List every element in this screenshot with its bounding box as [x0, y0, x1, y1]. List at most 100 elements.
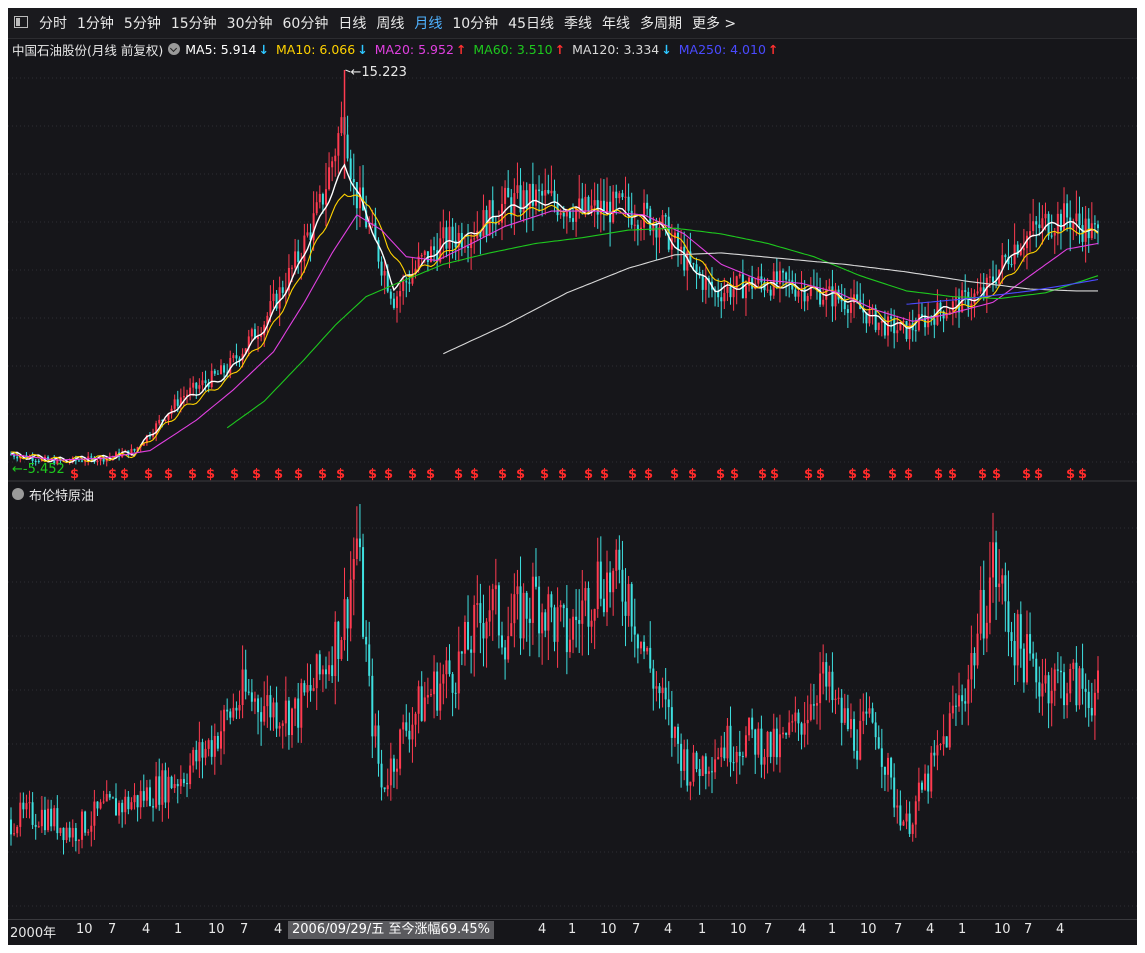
- dividend-marker: $: [848, 467, 857, 482]
- sub-candle-body: [266, 695, 269, 707]
- sub-candle-body: [652, 668, 655, 689]
- sub-candle-body: [1010, 632, 1013, 642]
- sub-candle-body: [189, 765, 192, 785]
- x-tick: 4: [926, 922, 935, 937]
- candle-body: [232, 355, 235, 358]
- sub-candle-body: [760, 728, 763, 765]
- tab-11[interactable]: 季线: [563, 16, 592, 32]
- sub-candle-body: [927, 773, 930, 792]
- sub-candle-body: [334, 621, 337, 677]
- max-annotation: ←15.223: [351, 65, 407, 80]
- sub-candle-body: [559, 604, 562, 608]
- candle-body: [732, 288, 735, 298]
- sub-candle-body: [701, 756, 704, 777]
- ma-label-2: MA20: 5.952: [374, 41, 454, 57]
- dividend-marker: $: [716, 467, 725, 482]
- sub-candle-body: [707, 771, 710, 774]
- tab-3[interactable]: 15分钟: [170, 16, 217, 32]
- sub-candle-body: [77, 839, 80, 842]
- tab-6[interactable]: 日线: [338, 16, 367, 32]
- candle-body: [825, 288, 828, 300]
- candle-body: [602, 200, 605, 213]
- sub-candle-body: [871, 708, 874, 723]
- tab-2[interactable]: 5分钟: [123, 16, 161, 32]
- candle-body: [454, 240, 457, 248]
- candle-body: [590, 205, 593, 212]
- candle-body: [652, 223, 655, 232]
- tab-12[interactable]: 年线: [601, 16, 630, 32]
- ma-label-5: MA250: 4.010: [678, 41, 766, 57]
- candle-body: [1072, 221, 1075, 229]
- tab-14[interactable]: 更多 >: [691, 16, 737, 32]
- sub-candle-body: [677, 726, 680, 744]
- ma-line-ma60: [226, 227, 1099, 429]
- candle-body: [429, 246, 432, 263]
- tab-4[interactable]: 30分钟: [226, 16, 273, 32]
- candle-body: [806, 295, 809, 302]
- sub-candle-body: [887, 757, 890, 775]
- candle-body: [893, 318, 896, 334]
- sub-candle-body: [145, 787, 148, 801]
- candle-body: [782, 270, 785, 273]
- sub-candle-body: [102, 801, 105, 803]
- tab-7[interactable]: 周线: [376, 16, 405, 32]
- candle-body: [1087, 218, 1090, 239]
- sub-candle-body: [473, 604, 476, 653]
- sub-candle-body: [349, 579, 352, 629]
- candle-body: [831, 286, 834, 307]
- candle-body: [1007, 257, 1010, 265]
- candle-body: [324, 189, 327, 205]
- ma-legend-0: MA5: 5.914 ↓: [185, 42, 269, 57]
- tab-9[interactable]: 10分钟: [452, 16, 499, 32]
- candle-body: [547, 190, 550, 194]
- tab-13[interactable]: 多周期: [639, 16, 682, 32]
- sub-candle-body: [488, 610, 491, 622]
- candle-body: [34, 460, 37, 462]
- sub-candle-body: [609, 572, 612, 593]
- sub-candle-body: [114, 798, 117, 816]
- sub-candle-body: [865, 711, 868, 714]
- ma-values: MA5: 5.914 ↓ MA10: 6.066 ↓ MA20: 5.952 ↑ MA60:…: [185, 42, 785, 57]
- sub-candle-body: [809, 704, 812, 720]
- candle-body: [578, 198, 581, 209]
- sub-candle-body: [216, 735, 219, 749]
- tab-10[interactable]: 45日线: [508, 16, 554, 32]
- tab-8[interactable]: 月线: [414, 16, 443, 32]
- candle-body: [186, 394, 189, 397]
- tab-1[interactable]: 1分钟: [77, 16, 114, 32]
- tab-5[interactable]: 60分钟: [282, 16, 329, 32]
- sub-candle-body: [880, 748, 883, 767]
- dividend-marker: $: [670, 467, 679, 482]
- arrow-down-icon: ↓: [357, 41, 368, 57]
- sub-candle-body: [65, 827, 68, 841]
- sub-candle-body: [714, 759, 717, 773]
- candle-body: [306, 232, 309, 236]
- candle-body: [250, 329, 253, 337]
- sidebar-toggle-icon[interactable]: [14, 16, 28, 28]
- indicator-settings-icon[interactable]: [168, 43, 181, 55]
- sub-candle-body: [1035, 658, 1038, 683]
- sub-candle-body: [355, 538, 358, 559]
- sub-candle-body: [803, 723, 806, 735]
- candle-body: [189, 387, 192, 395]
- dividend-marker: $: [600, 467, 609, 482]
- sub-candle-body: [507, 636, 510, 660]
- sub-candle-body: [689, 781, 692, 786]
- chevron-down-icon[interactable]: [12, 488, 24, 500]
- candle-body: [905, 321, 908, 340]
- dividend-marker: $: [804, 467, 813, 482]
- arrow-down-icon: ↓: [661, 41, 672, 57]
- sub-candle-body: [74, 828, 77, 842]
- sub-candle-body: [87, 831, 90, 833]
- candle-body: [874, 308, 877, 330]
- candle-body: [775, 271, 778, 284]
- sub-candle-body: [920, 782, 923, 790]
- candle-body: [291, 267, 294, 269]
- tab-0[interactable]: 分时: [39, 16, 67, 32]
- arrow-up-icon: ↑: [455, 41, 467, 57]
- sub-candle-body: [1069, 668, 1072, 694]
- sub-candle-body: [948, 713, 951, 748]
- sub-candle-body: [859, 720, 862, 760]
- candle-body: [318, 193, 321, 203]
- candle-body: [655, 223, 658, 238]
